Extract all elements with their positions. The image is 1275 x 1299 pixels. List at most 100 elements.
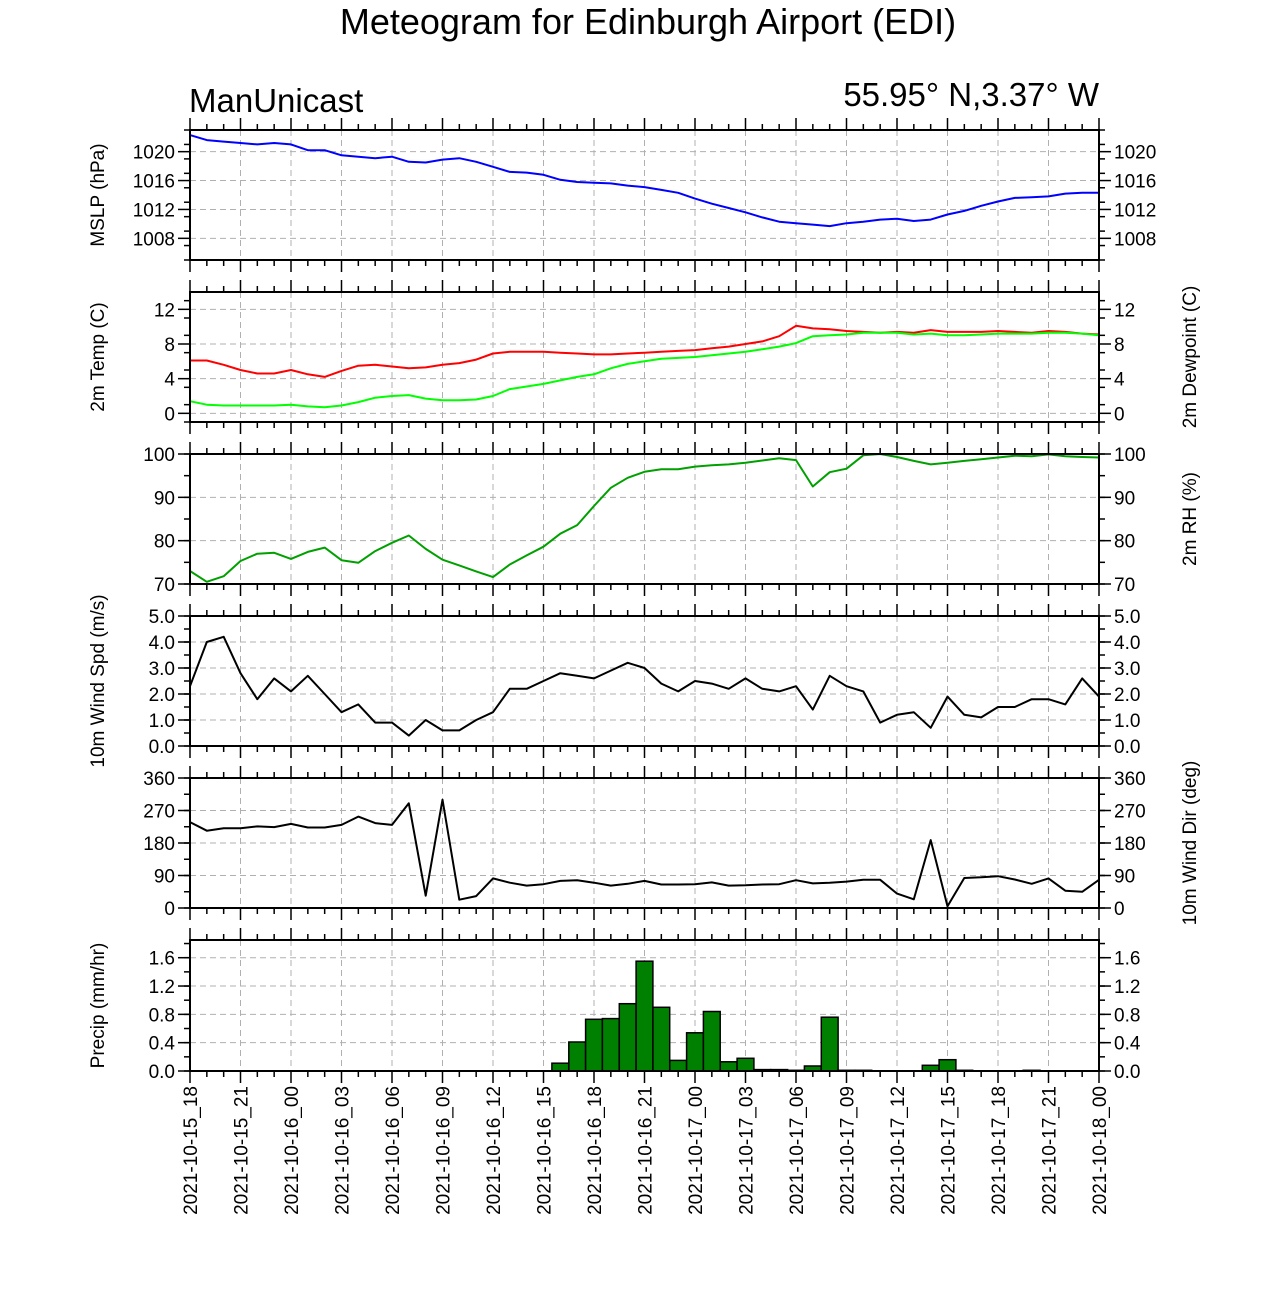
precip-ylabel-left: Precip (mm/hr) [88,943,109,1069]
precip-ytick-label-left: 0.4 [149,1034,176,1055]
precip-panel: 0.0 0.0 0.4 0.4 0.8 0.8 1.2 1.2 1.6 1.6 Precip (mm… [88,928,1141,1083]
wspd-ytick-label-left: 4.0 [149,633,175,654]
temp-ytick-label-left: 12 [154,300,175,321]
rh-ytick-label-left: 90 [154,488,175,509]
chart-title: Meteogram for Edinburgh Airport (EDI) [340,1,956,42]
wdir-ytick-label-right: 0 [1114,899,1125,920]
wspd-ytick-label-right: 4.0 [1114,633,1140,654]
x-tick-label: 2021-10-17_21 [1040,1086,1061,1215]
rh-ytick-label-left: 100 [143,445,175,466]
rh-ytick-label-right: 80 [1114,532,1135,553]
precip-bar [820,1016,839,1072]
temp-ytick-label-right: 8 [1114,335,1125,356]
precip-bar [635,960,654,1072]
mslp-ytick-label-left: 1012 [133,200,175,221]
wspd-ytick-label-left: 2.0 [149,685,175,706]
precip-ytick-label-right: 0.8 [1114,1005,1140,1026]
precip-bar [584,1018,604,1072]
mslp-ylabel-left: MSLP (hPa) [88,143,109,246]
wdir-ylabel-right: 10m Wind Dir (deg) [1180,761,1201,926]
precip-ytick-label-right: 1.2 [1114,977,1140,998]
temp-panel: 0 0 4 4 8 8 12 12 2m Temp (C) 2m Dewpoint (C) [88,280,1201,434]
x-tick-label: 2021-10-17_09 [838,1086,859,1215]
wspd-ytick-label-left: 5.0 [149,607,175,628]
precip-bar [618,1002,637,1072]
precip-bar [551,1062,570,1072]
precip-bar [685,1032,705,1072]
wdir-ytick-label-left: 0 [164,899,175,920]
x-tick-label: 2021-10-17_15 [939,1086,960,1215]
precip-ytick-label-left: 1.2 [149,977,175,998]
wspd-ytick-label-left: 0.0 [149,737,175,758]
x-tick-label: 2021-10-16_09 [434,1086,455,1215]
mslp-ytick-label-left: 1016 [133,172,175,193]
precip-bar [652,1006,671,1072]
precip-ytick-label-left: 1.6 [149,949,175,970]
x-tick-label: 2021-10-17_06 [787,1086,808,1215]
mslp-ytick-label-right: 1016 [1114,172,1156,193]
x-tick-label: 2021-10-16_18 [585,1086,606,1215]
wspd-ytick-label-right: 3.0 [1114,659,1140,680]
wdir-series-line [189,798,1100,908]
wspd-ytick-label-right: 5.0 [1114,607,1140,628]
temp-ytick-label-left: 8 [164,335,175,356]
wspd-series-line [189,635,1100,737]
temp-ytick-label-right: 0 [1114,404,1125,425]
x-tick-label: 2021-10-16_06 [383,1086,404,1215]
wdir-ytick-label-left: 90 [154,867,175,888]
wspd-ylabel-left: 10m Wind Spd (m/s) [88,594,109,767]
mslp-panel: 1008 1008 1012 1012 1016 1016 1020 1020 MSLP (hP… [88,118,1156,272]
wdir-panel: 0 0 90 90 180 180 270 270 360 360 10m Wind Dir (de… [143,761,1201,926]
mslp-ytick-label-right: 1008 [1114,229,1156,250]
precip-ytick-label-right: 0.4 [1114,1034,1141,1055]
x-tick-label: 2021-10-16_12 [484,1086,505,1215]
location-label: 55.95° N,3.37° W [843,76,1100,113]
precip-bar [938,1058,957,1072]
mslp-ytick-label-right: 1012 [1114,200,1156,221]
precip-ytick-label-right: 0.0 [1114,1062,1140,1083]
temp-ylabel-left: 2m Temp (C) [88,302,109,411]
rh-panel: 70 70 80 80 90 90 100 100 2m RH (%) [143,442,1201,596]
precip-bar [601,1017,620,1072]
x-tick-label: 2021-10-16_00 [282,1086,303,1215]
wspd-ytick-label-right: 1.0 [1114,711,1140,732]
wdir-ytick-label-left: 180 [143,834,175,855]
x-tick-label: 2021-10-17_03 [737,1086,758,1215]
mslp-ytick-label-left: 1008 [133,229,175,250]
rh-ytick-label-right: 70 [1114,575,1135,596]
precip-bar [568,1041,587,1072]
rh-ytick-label-left: 70 [154,575,175,596]
x-tick-label: 2021-10-15_18 [181,1086,202,1215]
wspd-ytick-label-left: 1.0 [149,711,175,732]
x-tick-label: 2021-10-15_21 [232,1086,253,1215]
temp-ytick-label-left: 0 [164,404,175,425]
temp-ytick-label-right: 4 [1114,370,1125,391]
source-label: ManUnicast [189,82,363,119]
temp-ytick-label-right: 12 [1114,300,1135,321]
rh-ytick-label-right: 90 [1114,488,1135,509]
wspd-ytick-label-right: 0.0 [1114,737,1140,758]
wdir-ytick-label-right: 90 [1114,867,1135,888]
wspd-panel: 0.0 0.0 1.0 1.0 2.0 2.0 3.0 3.0 4.0 4.0 5.0 5.0 10m … [88,594,1140,767]
temp-ytick-label-left: 4 [164,370,175,391]
wdir-ytick-label-right: 180 [1114,834,1146,855]
x-tick-label: 2021-10-16_21 [636,1086,657,1215]
wdir-ytick-label-left: 270 [143,802,175,823]
mslp-ytick-label-right: 1020 [1114,143,1156,164]
x-tick-label: 2021-10-17_18 [989,1086,1010,1215]
rh-series-line [189,453,1100,583]
temp-ylabel-right: 2m Dewpoint (C) [1180,286,1201,429]
precip-bar [736,1057,755,1072]
rh-ytick-label-left: 80 [154,532,175,553]
x-tick-labels: 2021-10-15_18 2021-10-15_21 2021-10-16_00 2… [181,1086,1111,1215]
temp-series-line [189,331,1100,409]
wdir-ytick-label-right: 270 [1114,802,1146,823]
x-tick-label: 2021-10-17_00 [686,1086,707,1215]
mslp-series-line [189,134,1099,228]
x-tick-label: 2021-10-17_12 [888,1086,909,1215]
temp-series-line [190,324,1100,378]
precip-ytick-label-left: 0.0 [149,1062,175,1083]
